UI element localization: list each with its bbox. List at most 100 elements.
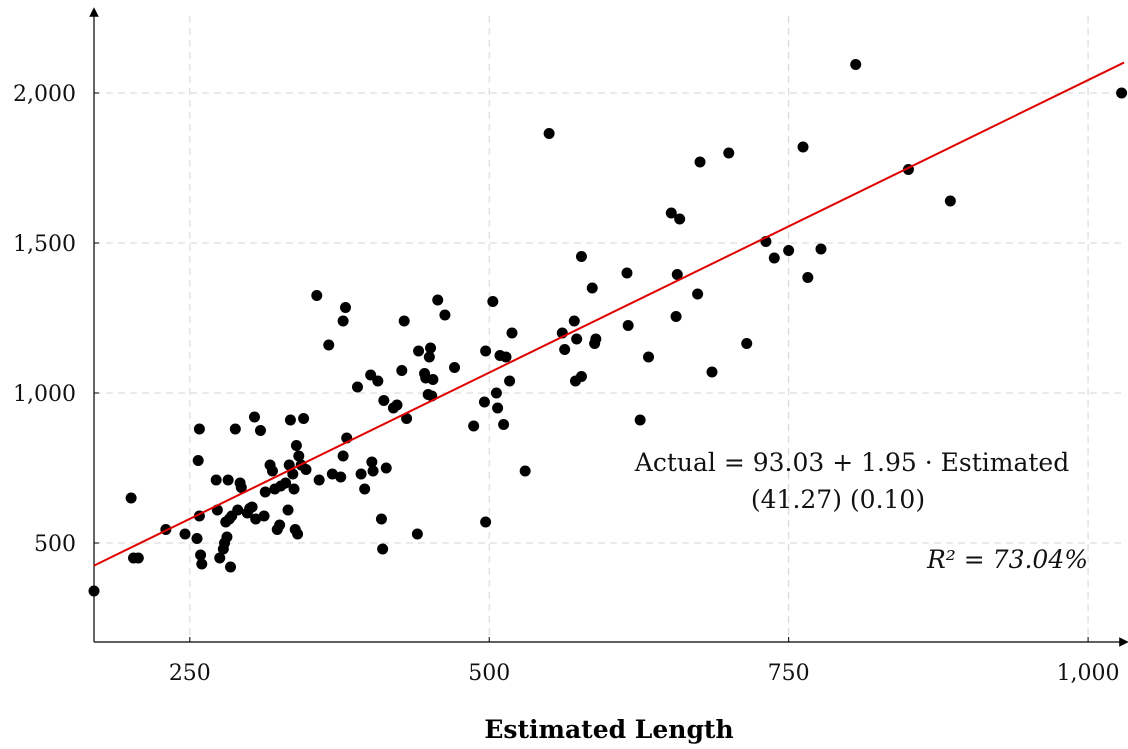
data-point-1 — [125, 492, 137, 504]
x-tick-label-1: 500 — [468, 661, 510, 686]
data-point-33 — [258, 510, 270, 522]
data-point-71 — [377, 543, 389, 555]
data-point-52 — [298, 413, 310, 424]
data-point-111 — [575, 251, 587, 262]
data-point-6 — [191, 533, 203, 544]
data-point-42 — [282, 504, 294, 516]
data-point-91 — [468, 420, 480, 432]
data-point-92 — [478, 396, 490, 408]
data-point-134 — [850, 59, 862, 70]
data-point-29 — [246, 501, 258, 513]
data-point-87 — [427, 374, 439, 385]
data-point-26 — [235, 482, 247, 493]
regression-line — [93, 61, 1125, 567]
data-point-77 — [398, 315, 410, 327]
data-point-84 — [423, 351, 435, 363]
data-point-21 — [225, 561, 237, 573]
data-point-76 — [396, 365, 408, 376]
data-point-123 — [692, 288, 704, 300]
data-point-3 — [132, 552, 144, 564]
y-tick-label-2: 1,500 — [13, 232, 76, 257]
data-point-14 — [214, 552, 226, 564]
data-point-115 — [621, 267, 633, 279]
data-point-109 — [571, 333, 583, 345]
data-point-130 — [783, 245, 795, 256]
y-tick-label-3: 2,000 — [13, 82, 76, 107]
data-point-121 — [671, 269, 683, 280]
data-point-36 — [266, 465, 278, 477]
data-point-60 — [337, 315, 349, 327]
data-point-56 — [323, 339, 335, 351]
data-point-90 — [449, 362, 460, 373]
data-point-53 — [300, 464, 312, 475]
data-point-10 — [195, 549, 207, 561]
data-point-85 — [425, 342, 437, 354]
data-point-106 — [559, 344, 571, 355]
data-point-34 — [259, 486, 271, 498]
data-point-73 — [380, 462, 392, 474]
data-point-89 — [439, 309, 451, 321]
y-tick-label-0: 500 — [34, 532, 76, 557]
y-tick-label-1: 1,000 — [13, 382, 76, 407]
data-point-64 — [355, 468, 367, 480]
data-point-126 — [723, 147, 735, 159]
data-point-110 — [575, 371, 587, 382]
data-point-124 — [694, 156, 706, 168]
data-point-107 — [568, 315, 580, 327]
data-point-30 — [248, 411, 260, 423]
data-point-59 — [337, 450, 349, 462]
data-point-119 — [665, 207, 677, 219]
data-point-46 — [288, 483, 300, 495]
data-point-54 — [311, 290, 323, 301]
data-point-95 — [487, 296, 499, 307]
data-point-80 — [413, 345, 425, 357]
data-point-122 — [674, 213, 686, 225]
data-point-102 — [506, 327, 518, 339]
data-point-101 — [504, 375, 516, 387]
data-point-31 — [250, 513, 262, 525]
data-point-99 — [498, 419, 510, 430]
standard-errors: (41.27) (0.10) — [751, 485, 925, 514]
data-point-75 — [391, 399, 403, 411]
data-point-96 — [490, 387, 502, 399]
data-point-72 — [378, 395, 390, 406]
data-point-24 — [232, 504, 244, 516]
data-point-132 — [802, 272, 814, 283]
data-point-118 — [643, 351, 655, 363]
tick-labels: 250 500 750 1,000 500 1,000 1,500 2,000 — [13, 82, 1120, 686]
data-point-104 — [543, 128, 555, 139]
data-point-23 — [229, 423, 241, 435]
axes-layer — [89, 7, 1128, 647]
regression-equation: Actual = 93.03 + 1.95 · Estimated — [634, 448, 1069, 477]
data-point-11 — [196, 558, 208, 570]
data-point-136 — [944, 195, 956, 207]
data-point-58 — [335, 471, 347, 483]
data-point-125 — [706, 366, 718, 378]
data-points — [88, 59, 1128, 597]
data-point-50 — [293, 450, 305, 462]
data-point-88 — [432, 294, 444, 306]
data-point-7 — [192, 455, 204, 466]
data-point-114 — [590, 333, 602, 345]
data-point-9 — [193, 423, 205, 435]
data-point-5 — [179, 528, 191, 540]
data-point-48 — [290, 440, 302, 451]
data-point-79 — [411, 528, 423, 540]
grid-layer — [94, 16, 1124, 642]
x-tick-label-0: 250 — [169, 661, 211, 686]
data-point-137 — [1116, 87, 1128, 99]
x-tick-label-2: 750 — [768, 661, 810, 686]
data-point-41 — [280, 477, 292, 489]
data-point-18 — [221, 531, 233, 543]
data-point-57 — [326, 468, 338, 480]
data-point-127 — [741, 338, 753, 349]
data-point-68 — [367, 465, 379, 477]
data-point-44 — [284, 414, 296, 426]
data-point-117 — [634, 414, 646, 426]
data-point-103 — [519, 465, 531, 477]
data-point-12 — [210, 474, 222, 486]
data-point-116 — [622, 320, 634, 331]
data-point-63 — [351, 381, 363, 393]
data-point-67 — [366, 456, 378, 468]
